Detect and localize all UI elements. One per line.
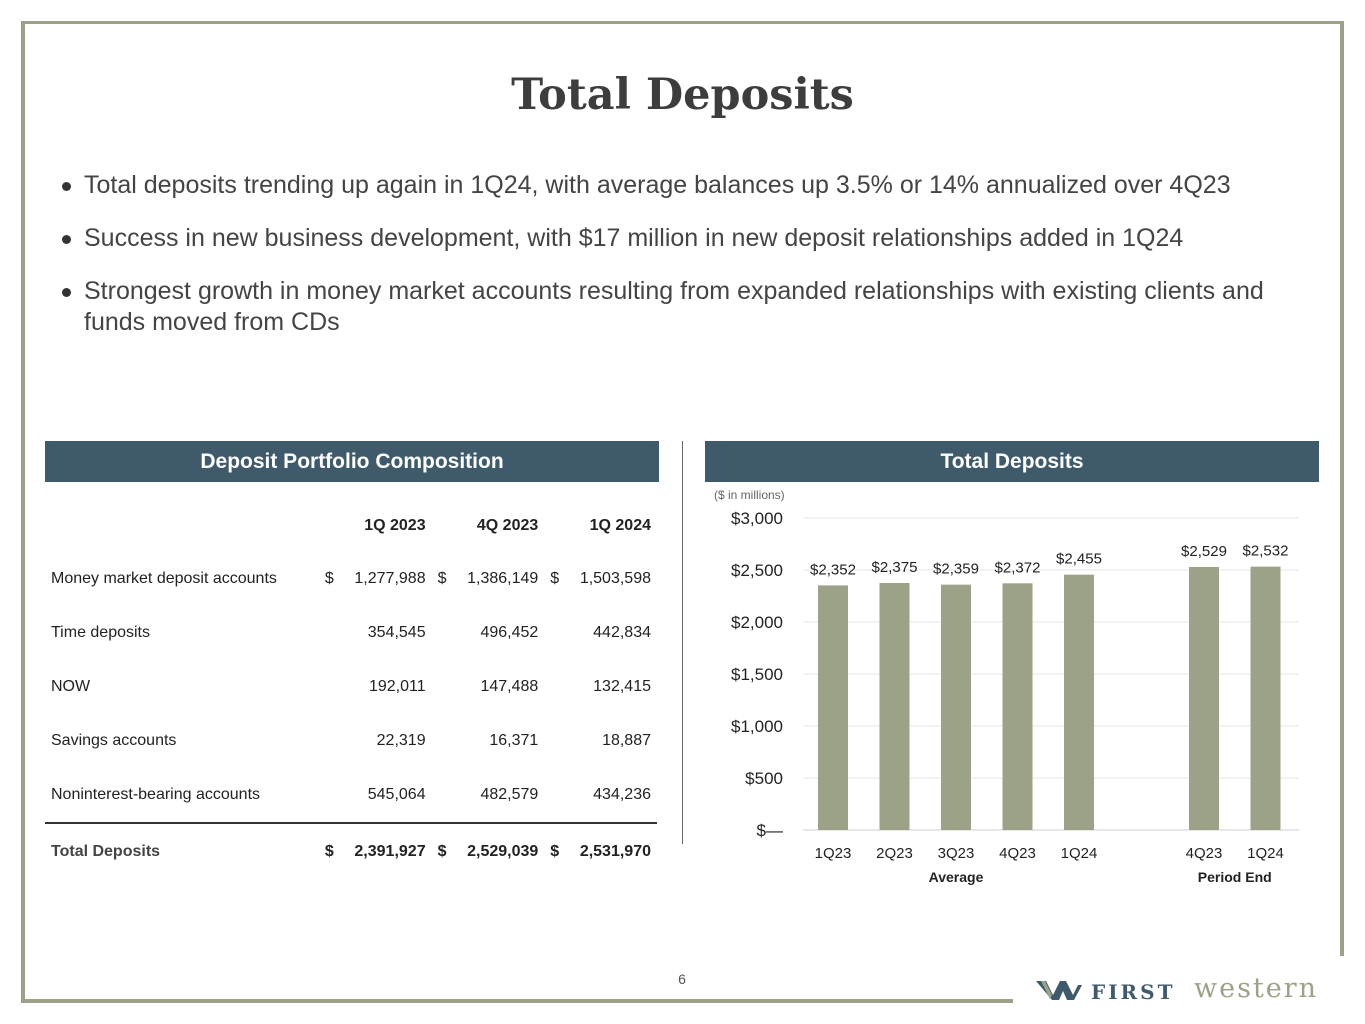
bullet-icon: [62, 288, 71, 297]
total-value: 2,391,927: [335, 822, 432, 880]
row-label: Time deposits: [51, 624, 150, 641]
row-label: Noninterest-bearing accounts: [51, 786, 261, 803]
cell-value: 192,011: [368, 678, 426, 695]
chart-units-label: ($ in millions): [714, 488, 785, 502]
column-header: 1Q 2023: [364, 517, 426, 534]
cell-value: 132,415: [593, 678, 651, 695]
bar: [1002, 583, 1033, 830]
data-label: $2,352: [810, 561, 856, 578]
currency-symbol: $: [550, 570, 560, 587]
composition-header: Deposit Portfolio Composition: [45, 441, 659, 482]
x-tick-label: 4Q23: [999, 845, 1036, 862]
currency-symbol: $: [431, 822, 449, 880]
row-label: Money market deposit accounts: [51, 570, 277, 587]
cell-value: 545,064: [367, 786, 426, 803]
cell-value: 1,503,598: [579, 570, 651, 587]
cell-value: 1,277,988: [354, 570, 426, 587]
frame-bottom-border: [21, 999, 1013, 1003]
table-total-row: Total Deposits $ 2,391,927 $ 2,529,039 $…: [45, 822, 657, 880]
data-label: $2,375: [872, 559, 918, 576]
y-tick-label: $500: [745, 769, 783, 788]
total-value: 2,531,970: [561, 822, 657, 880]
company-logo: FIRST western: [1036, 973, 1346, 1007]
cell-value: 18,887: [602, 732, 651, 749]
logo-first-text: FIRST: [1091, 980, 1176, 1004]
table-row: Money market deposit accounts $ 1,277,98…: [45, 552, 657, 606]
row-label: NOW: [51, 678, 91, 695]
y-tick-label: $1,000: [731, 717, 783, 736]
data-label: $2,532: [1243, 543, 1289, 560]
x-tick-label: 4Q23: [1186, 845, 1223, 862]
bullet-text: Strongest growth in money market account…: [84, 277, 1264, 336]
data-label: $2,529: [1181, 543, 1227, 560]
currency-symbol: $: [324, 570, 334, 587]
table-row: Time deposits 354,545 496,452 442,834: [45, 606, 657, 660]
total-value: 2,529,039: [448, 822, 545, 880]
table-row: Noninterest-bearing accounts 545,064 482…: [45, 768, 657, 823]
cell-value: 496,452: [480, 624, 539, 641]
cell-value: 442,834: [593, 624, 651, 641]
x-tick-label: 2Q23: [876, 845, 913, 862]
data-label: $2,359: [933, 561, 979, 578]
bullet-text: Total deposits trending up again in 1Q24…: [84, 171, 1231, 199]
y-tick-label: $2,500: [731, 561, 783, 580]
row-label: Savings accounts: [51, 732, 177, 749]
page-title: Total Deposits: [511, 70, 854, 120]
deposits-bar-chart: $— $500 $1,000 $1,500 $2,000 $2,500 $3,000 $2,3…: [731, 509, 1299, 885]
bullet-item: Total deposits trending up again in 1Q24…: [60, 170, 1300, 201]
data-label: $2,372: [995, 559, 1041, 576]
bar: [879, 583, 910, 830]
x-tick-label: 3Q23: [938, 845, 975, 862]
bar: [941, 584, 971, 830]
table-row: NOW 192,011 147,488 132,415: [45, 660, 657, 714]
frame-left-border: [21, 21, 25, 1003]
data-label: $2,455: [1056, 551, 1102, 568]
total-label: Total Deposits: [45, 822, 319, 880]
cell-value: 482,579: [480, 786, 539, 803]
panel-divider: [682, 441, 683, 844]
logo-western-text: western: [1194, 973, 1319, 1004]
y-tick-label: $2,000: [731, 613, 783, 632]
bar: [1189, 566, 1219, 830]
cell-value: 22,319: [376, 732, 426, 749]
frame-top-border: [22, 21, 1344, 24]
bar: [1064, 574, 1094, 830]
currency-symbol: $: [318, 822, 336, 880]
bar: [818, 585, 848, 830]
composition-table: 1Q 2023 4Q 2023 1Q 2024 Money market dep…: [45, 500, 657, 880]
cell-value: 16,371: [489, 732, 539, 749]
bullet-list: Total deposits trending up again in 1Q24…: [60, 170, 1300, 360]
x-tick-label: 1Q23: [815, 845, 852, 862]
cell-value: 354,545: [367, 624, 426, 641]
currency-symbol: $: [544, 822, 562, 880]
page-number: 6: [678, 971, 686, 987]
bullet-text: Success in new business development, wit…: [84, 224, 1184, 252]
logo-w-icon: [1036, 981, 1082, 1000]
x-tick-label: 1Q24: [1247, 845, 1284, 862]
chart-header: Total Deposits: [705, 441, 1319, 482]
column-header: 4Q 2023: [476, 517, 539, 534]
bar: [1250, 566, 1281, 830]
column-header: 1Q 2024: [589, 517, 651, 534]
table-header-row: 1Q 2023 4Q 2023 1Q 2024: [45, 500, 657, 552]
x-tick-label: 1Q24: [1061, 845, 1098, 862]
currency-symbol: $: [437, 570, 447, 587]
cell-value: 1,386,149: [467, 570, 539, 587]
cell-value: 147,488: [480, 678, 539, 695]
y-tick-label: $1,500: [731, 665, 783, 684]
bullet-icon: [62, 182, 71, 191]
cell-value: 434,236: [593, 786, 651, 803]
table-row: Savings accounts 22,319 16,371 18,887: [45, 714, 657, 768]
group-label: Average: [929, 869, 984, 885]
y-tick-label: $3,000: [731, 509, 783, 528]
bullet-item: Success in new business development, wit…: [60, 223, 1300, 254]
group-label: Period End: [1198, 869, 1272, 885]
y-tick-label: $—: [757, 821, 783, 840]
bullet-item: Strongest growth in money market account…: [60, 276, 1300, 338]
bullet-icon: [62, 235, 71, 244]
frame-right-border: [1340, 21, 1344, 956]
